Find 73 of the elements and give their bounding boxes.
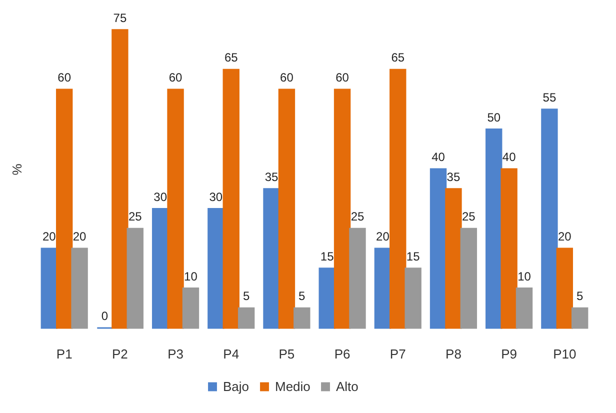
bar [126,228,144,329]
legend-label: Medio [275,378,310,394]
bar [56,88,73,329]
data-label: 35 [264,170,279,184]
data-label: 60 [168,70,183,84]
data-label: 30 [154,190,168,204]
x-tick-label: P1 [56,346,72,362]
x-tick-label: P4 [223,346,240,362]
bar [238,307,255,329]
data-label: 10 [518,269,532,284]
bar [404,268,422,329]
x-tick-label: P9 [501,346,518,362]
bar [334,88,351,329]
bar [71,248,88,329]
data-label: 5 [242,289,250,304]
bar [390,68,406,329]
data-label: 5 [576,289,584,304]
bar [318,268,336,329]
data-label: 20 [72,230,87,244]
data-label: 60 [58,70,72,84]
x-tick-label: P7 [390,346,406,362]
bar [571,307,588,329]
bar [208,208,224,329]
data-label: 20 [558,230,572,244]
data-label: 65 [224,50,238,65]
data-label: 40 [502,150,516,164]
data-label: 20 [376,230,390,244]
bar [500,168,518,329]
x-tick-label: P6 [334,346,350,362]
data-label: 55 [542,90,556,104]
data-label: 65 [391,50,405,65]
x-tick-label: P3 [168,346,184,362]
bar [430,168,447,329]
data-label: 25 [462,210,476,224]
legend-label: Alto [336,378,358,394]
bar [486,128,502,329]
bar [541,108,558,329]
bar [152,208,169,329]
data-label: 30 [209,190,223,204]
data-label: 25 [350,210,364,224]
data-label: 15 [406,249,420,264]
data-label: 40 [432,150,446,164]
bar [349,228,366,329]
data-label: 10 [184,269,198,284]
bar [167,88,184,329]
bar [556,248,573,329]
bar [222,68,240,329]
bar [182,288,200,329]
x-tick-label: P2 [112,346,128,362]
legend-label: Bajo [223,378,250,394]
x-tick-label: P10 [553,346,576,362]
bar [40,248,58,329]
bar [294,307,310,329]
data-label: 35 [446,170,460,184]
bar [445,188,462,329]
data-label: 75 [113,10,127,25]
data-label: 20 [42,230,56,244]
x-tick-label: P5 [278,346,295,362]
bar [374,248,392,329]
data-label: 15 [320,249,334,264]
bar [263,188,280,329]
data-label: 25 [128,210,142,224]
x-tick-label: P8 [446,346,462,362]
data-label: 50 [487,110,501,124]
bar [112,29,128,329]
bar [460,228,478,329]
bar [516,288,533,329]
data-label: 60 [336,70,350,84]
data-label: 5 [298,289,306,304]
bar [278,88,296,329]
y-axis-title: % [10,163,24,176]
data-label: 0 [101,309,108,323]
data-label: 60 [280,70,294,84]
